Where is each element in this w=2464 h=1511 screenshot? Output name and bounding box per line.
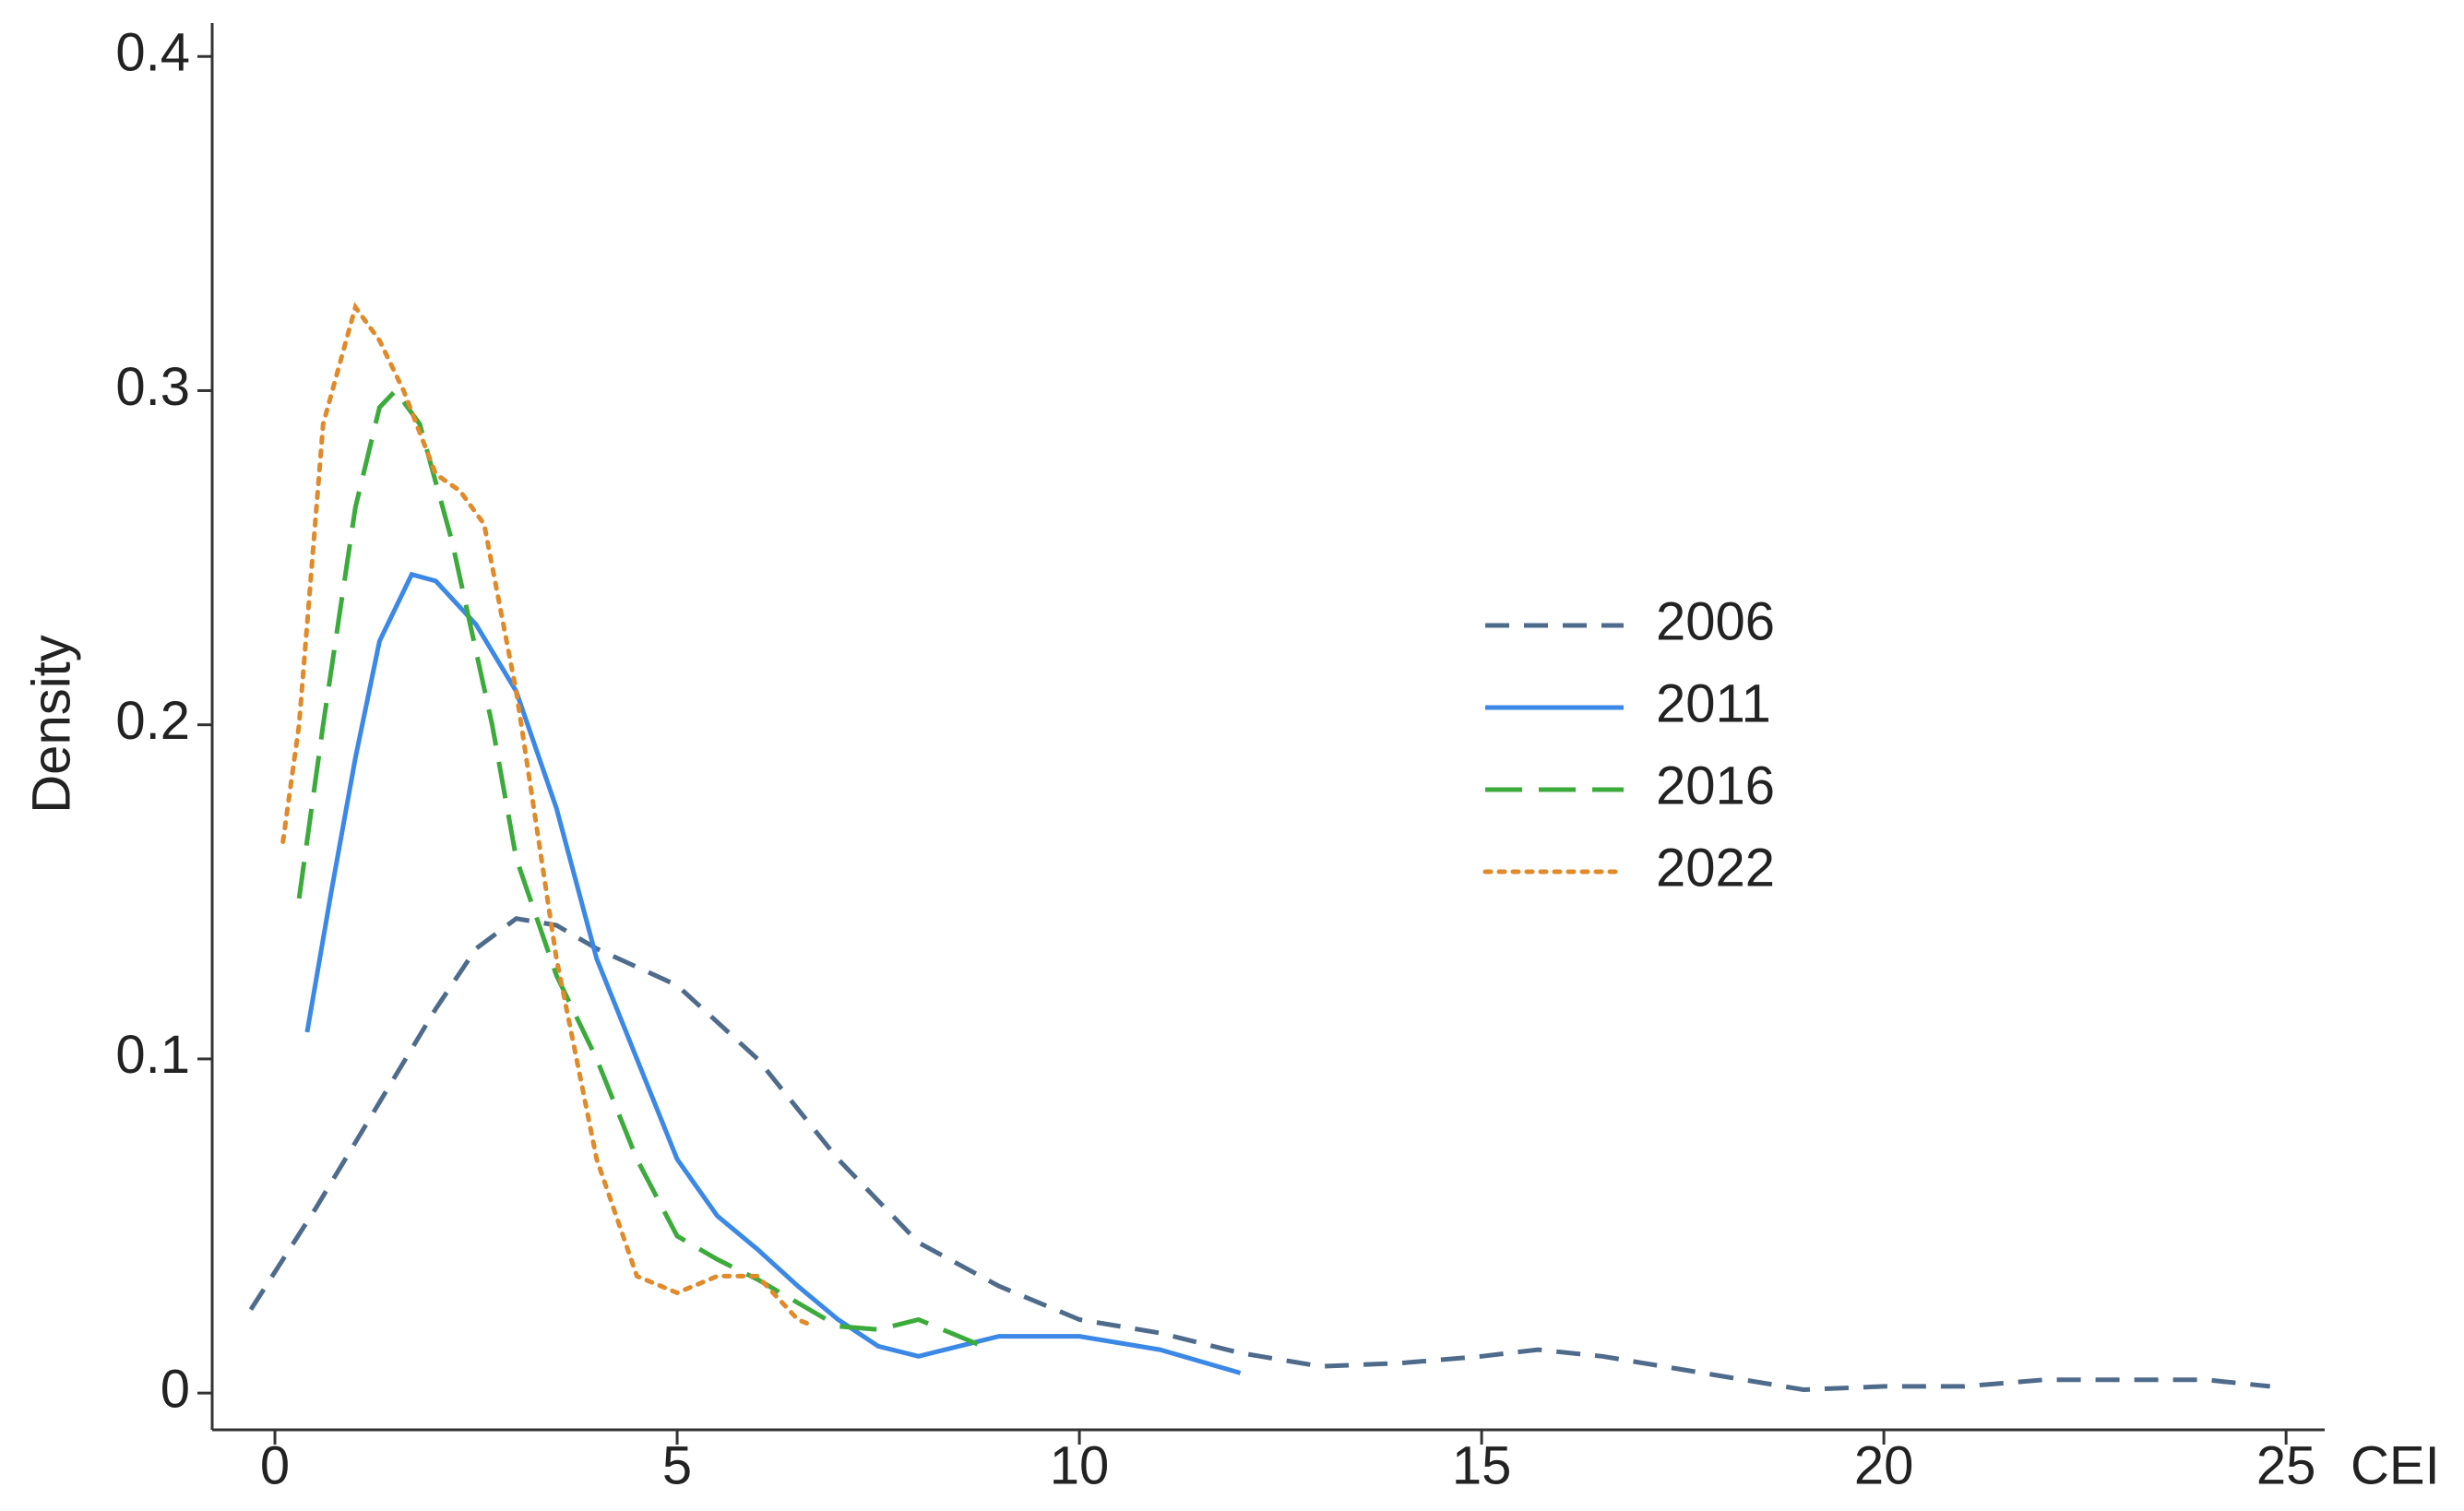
x-axis-label: CEI (2351, 1435, 2440, 1495)
series-line (296, 387, 984, 1349)
x-tick-label: 15 (1452, 1435, 1512, 1495)
y-tick-label: 0.1 (115, 1025, 190, 1085)
x-tick-label: 5 (662, 1435, 692, 1495)
x-tick-label: 0 (260, 1435, 290, 1495)
y-tick-label: 0.3 (115, 357, 190, 417)
legend-label: 2006 (1656, 591, 1775, 651)
legend-label: 2011 (1656, 673, 1771, 733)
y-tick-label: 0.4 (115, 23, 190, 83)
y-tick-label: 0.2 (115, 691, 190, 751)
series-line (280, 302, 816, 1329)
legend-label: 2016 (1656, 756, 1775, 815)
legend-label: 2022 (1656, 838, 1775, 898)
x-tick-label: 20 (1854, 1435, 1914, 1495)
series-line (248, 916, 2270, 1393)
y-axis-label: Density (21, 635, 81, 813)
x-tick-label: 25 (2256, 1435, 2316, 1495)
y-tick-label: 0 (161, 1359, 190, 1419)
series-line (304, 571, 1242, 1375)
x-tick-label: 10 (1050, 1435, 1110, 1495)
